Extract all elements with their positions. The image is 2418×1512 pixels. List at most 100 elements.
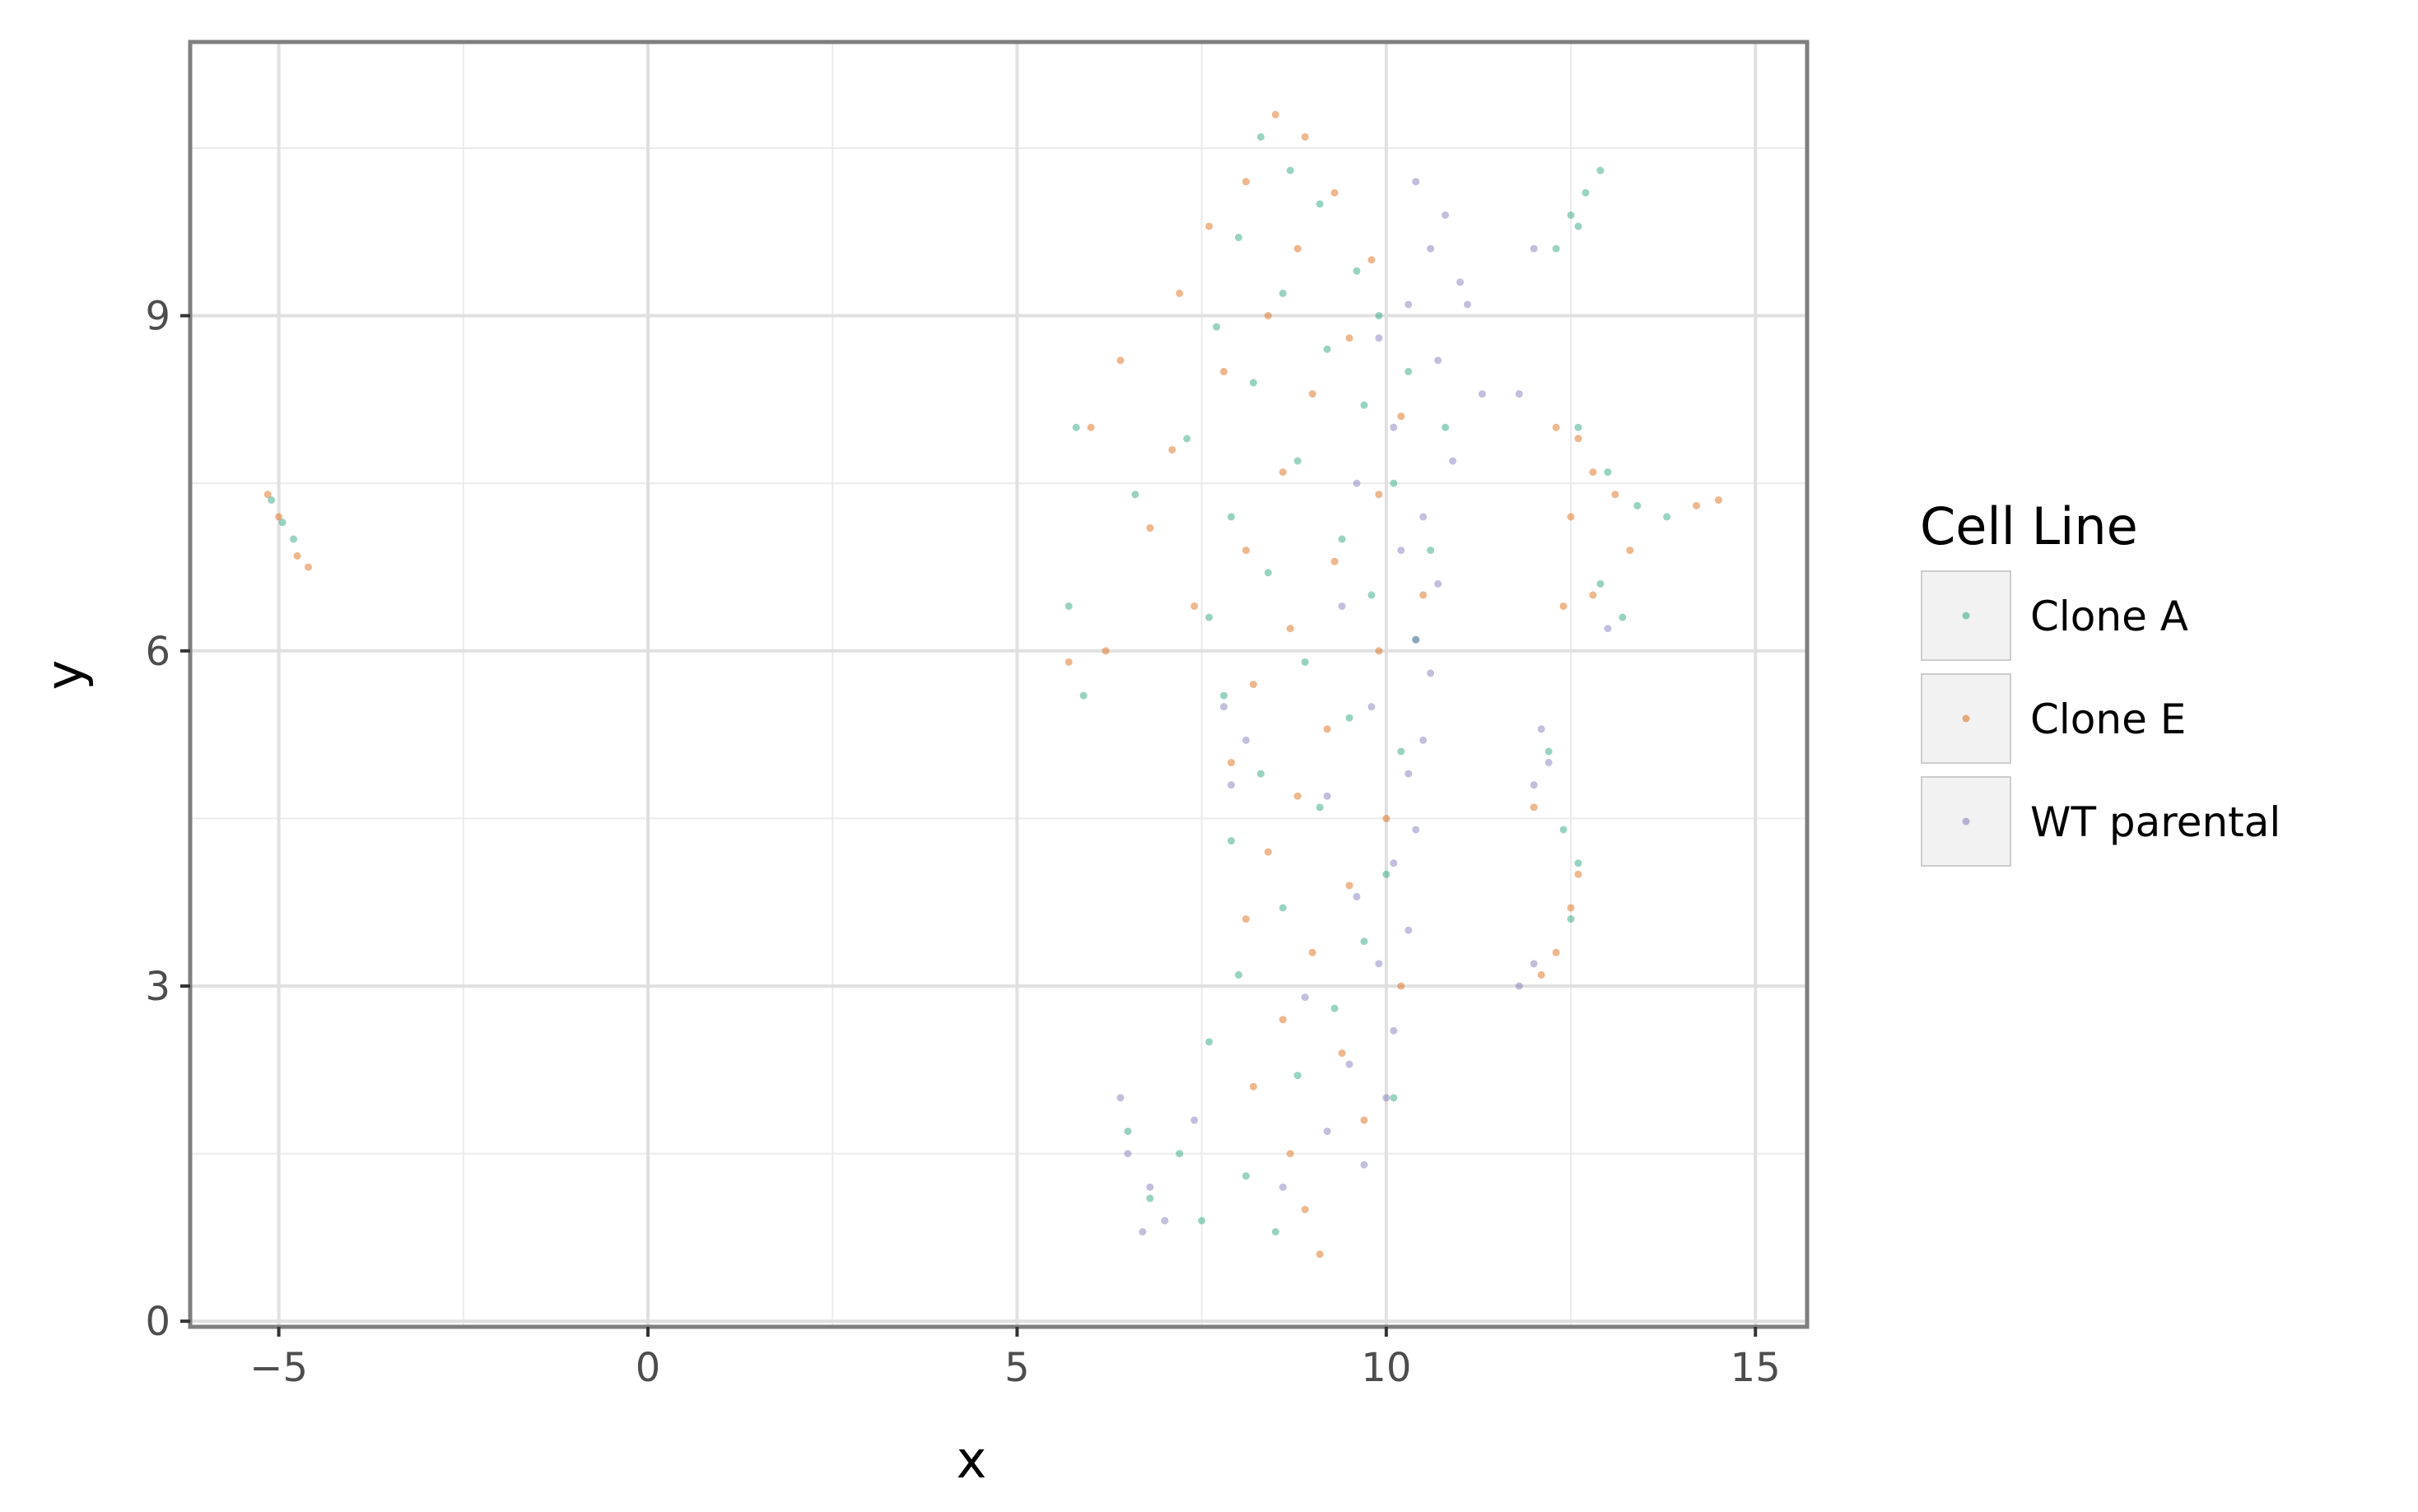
- data-point: [1065, 602, 1073, 610]
- data-point: [1330, 188, 1339, 197]
- data-point: [1360, 937, 1368, 946]
- data-point: [1390, 1094, 1398, 1102]
- data-point: [1390, 423, 1398, 431]
- data-point: [1530, 244, 1538, 253]
- data-point: [1574, 435, 1582, 443]
- data-point: [1234, 234, 1242, 242]
- legend-label: Clone A: [2030, 593, 2188, 640]
- series-clone-e: [263, 110, 1722, 1258]
- data-point: [268, 496, 276, 505]
- data-point: [275, 513, 283, 521]
- data-points: [263, 110, 1722, 1258]
- data-point: [1205, 1038, 1214, 1046]
- data-point: [1220, 691, 1228, 700]
- data-point: [1574, 859, 1582, 868]
- x-axis: −5 0 5 10 15: [249, 1327, 1781, 1391]
- data-point: [1567, 904, 1575, 912]
- data-point: [1190, 1116, 1199, 1124]
- data-point: [1405, 770, 1413, 778]
- data-point: [1279, 1183, 1287, 1191]
- data-point: [1264, 312, 1272, 320]
- data-point: [1116, 1094, 1125, 1102]
- data-point: [1286, 166, 1294, 174]
- data-point: [1161, 1217, 1169, 1225]
- data-point: [1293, 244, 1302, 253]
- data-point: [1242, 1172, 1250, 1180]
- data-point: [1338, 1049, 1346, 1057]
- data-point: [1345, 1060, 1353, 1068]
- data-point: [1412, 635, 1420, 644]
- data-point: [1323, 1127, 1331, 1135]
- legend-entries: Clone A Clone E WT parental: [1921, 570, 2281, 867]
- data-point: [1375, 312, 1383, 320]
- y-tick-label: 9: [145, 294, 170, 340]
- data-point: [1478, 390, 1486, 398]
- data-point: [1574, 870, 1582, 878]
- data-point: [1390, 1026, 1398, 1035]
- data-point: [1515, 982, 1523, 990]
- data-point: [1663, 513, 1671, 521]
- data-point: [1345, 334, 1353, 342]
- data-point: [1308, 948, 1316, 956]
- data-point: [1256, 770, 1265, 778]
- data-point: [1316, 803, 1324, 812]
- data-point: [1515, 390, 1523, 398]
- data-point: [1330, 1004, 1339, 1012]
- data-point: [1264, 569, 1272, 577]
- data-point: [1530, 803, 1538, 812]
- data-point: [1301, 658, 1309, 666]
- data-point: [1353, 267, 1361, 275]
- data-point: [1456, 278, 1465, 286]
- data-point: [1190, 602, 1199, 610]
- legend-label: WT parental: [2030, 798, 2281, 846]
- data-point: [1574, 423, 1582, 431]
- data-point: [1065, 658, 1073, 666]
- data-point: [1596, 579, 1605, 588]
- data-point: [1330, 557, 1339, 565]
- data-point: [1124, 1150, 1132, 1158]
- data-point: [1242, 736, 1250, 744]
- data-point: [1205, 613, 1214, 621]
- data-point: [1087, 423, 1095, 431]
- data-point: [1442, 423, 1450, 431]
- data-point: [1234, 970, 1242, 979]
- legend-marker: [1962, 714, 1970, 723]
- data-point: [1405, 300, 1413, 309]
- data-point: [1242, 178, 1250, 186]
- data-point: [1213, 323, 1221, 331]
- data-point: [1544, 747, 1553, 756]
- series-wt-parental: [1116, 178, 1612, 1236]
- data-point: [1559, 602, 1568, 610]
- data-point: [1582, 188, 1590, 197]
- data-point: [1301, 993, 1309, 1002]
- data-point: [1323, 792, 1331, 800]
- data-point: [1397, 412, 1405, 421]
- legend-title: Cell Line: [1920, 496, 2138, 556]
- data-point: [1559, 826, 1568, 834]
- data-point: [1316, 200, 1324, 208]
- x-tick-label: 5: [1004, 1345, 1030, 1391]
- data-point: [1079, 691, 1088, 700]
- data-point: [1419, 736, 1428, 744]
- data-point: [1405, 926, 1413, 934]
- data-point: [1227, 837, 1235, 845]
- legend: Cell Line Clone A Clone E WT parental: [1920, 496, 2281, 867]
- data-point: [1353, 892, 1361, 900]
- data-point: [1279, 289, 1287, 297]
- x-tick-label: 0: [636, 1345, 661, 1391]
- data-point: [1279, 1016, 1287, 1024]
- x-tick-label: −5: [249, 1345, 308, 1391]
- data-point: [1611, 491, 1619, 499]
- data-point: [1271, 110, 1279, 119]
- data-point: [1397, 547, 1405, 555]
- data-point: [1434, 579, 1442, 588]
- data-point: [1271, 1228, 1279, 1236]
- y-axis-title: y: [35, 660, 95, 691]
- data-point: [1146, 523, 1154, 532]
- y-tick-label: 6: [145, 629, 170, 675]
- data-point: [304, 563, 312, 571]
- data-point: [1412, 178, 1420, 186]
- data-point: [1412, 635, 1420, 644]
- data-point: [1139, 1228, 1147, 1236]
